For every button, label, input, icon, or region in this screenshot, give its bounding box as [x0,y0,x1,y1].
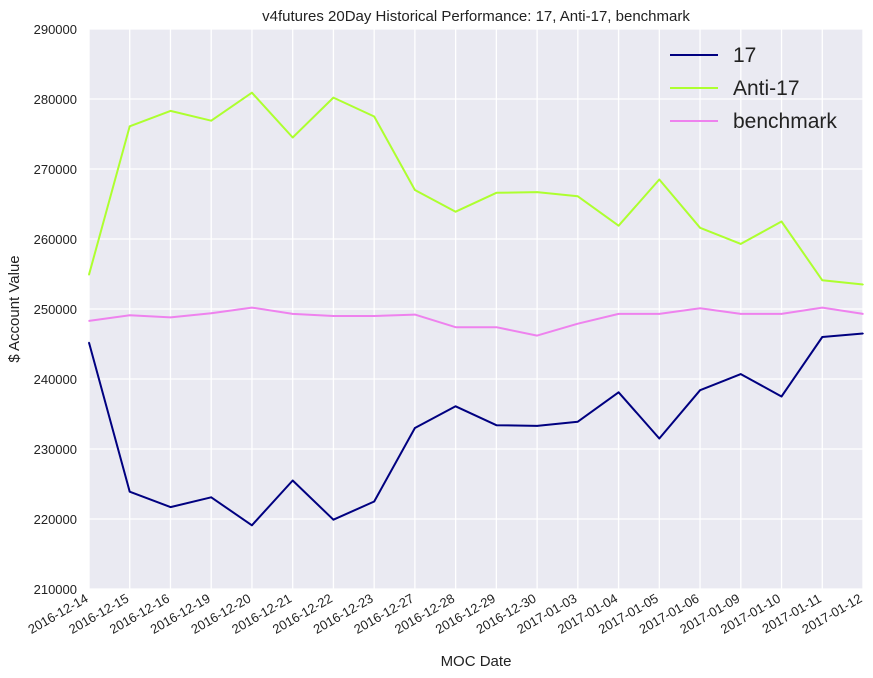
data-point [169,506,172,508]
data-point [577,322,579,325]
data-point [821,336,824,338]
data-point [332,518,335,521]
legend-label: Anti-17 [733,77,800,100]
series-lines [88,91,864,527]
data-point [699,307,701,310]
data-point [739,313,742,315]
y-tick-label: 270000 [34,162,77,177]
chart-title: v4futures 20Day Historical Performance: … [262,8,690,25]
y-tick-label: 260000 [34,232,77,247]
y-tick-label: 240000 [34,372,77,387]
y-tick-label: 210000 [34,582,77,597]
data-point [128,125,131,128]
data-point [658,437,661,440]
data-point [251,524,253,527]
data-point [251,306,253,309]
data-point [617,313,620,315]
data-point [88,273,90,276]
data-point [617,391,620,394]
data-point [536,425,538,427]
series-line-anti-17 [88,91,864,286]
data-point [739,243,742,245]
data-point [780,395,783,398]
data-point [536,334,538,337]
data-point [617,224,620,227]
data-point [210,119,213,122]
legend-label: benchmark [733,110,837,133]
data-point [739,373,742,375]
data-point [862,283,864,286]
data-point [495,424,498,427]
data-point [699,227,701,229]
data-point [88,341,90,344]
series-line-17 [88,332,864,527]
x-axis-label: MOC Date [441,653,512,670]
data-point [862,313,864,315]
data-point [251,91,253,94]
legend: 17 Anti-17 benchmark [670,44,837,133]
data-point [128,490,131,493]
data-point [454,210,457,213]
data-point [658,313,661,315]
data-point [373,315,375,317]
x-tick-labels: 2016-12-142016-12-152016-12-162016-12-19… [25,591,864,637]
data-point [454,405,457,408]
y-tick-label: 230000 [34,442,77,457]
data-point [780,220,783,223]
y-axis-label: $ Account Value [6,255,23,362]
y-tick-label: 290000 [34,22,77,37]
data-point [332,315,335,317]
data-point [862,332,864,335]
data-point [169,316,172,319]
data-point [577,195,579,198]
data-point [454,326,457,329]
data-point [373,115,375,118]
data-point [780,313,783,315]
series-line-benchmark [88,306,864,337]
data-point [658,178,661,181]
data-point [169,110,172,112]
data-point [88,320,90,322]
y-tick-labels: 210000 220000 230000 240000 250000 260000 2700… [34,22,77,597]
data-point [821,279,824,282]
legend-label: 17 [733,44,756,67]
data-point [577,420,579,423]
data-point [291,313,294,315]
data-point [373,500,375,503]
data-point [414,313,416,316]
data-point [495,326,498,329]
data-point [821,306,824,309]
y-tick-label: 220000 [34,512,77,527]
y-tick-label: 250000 [34,302,77,317]
data-point [414,189,416,191]
data-point [291,136,294,139]
data-point [414,427,416,429]
data-point [210,312,213,315]
data-point [128,314,131,317]
y-tick-label: 280000 [34,92,77,107]
data-point [495,192,498,194]
gridlines [88,28,864,590]
data-point [699,389,701,392]
data-point [536,191,538,193]
data-point [291,479,294,482]
data-point [332,96,335,99]
data-point [210,496,213,499]
